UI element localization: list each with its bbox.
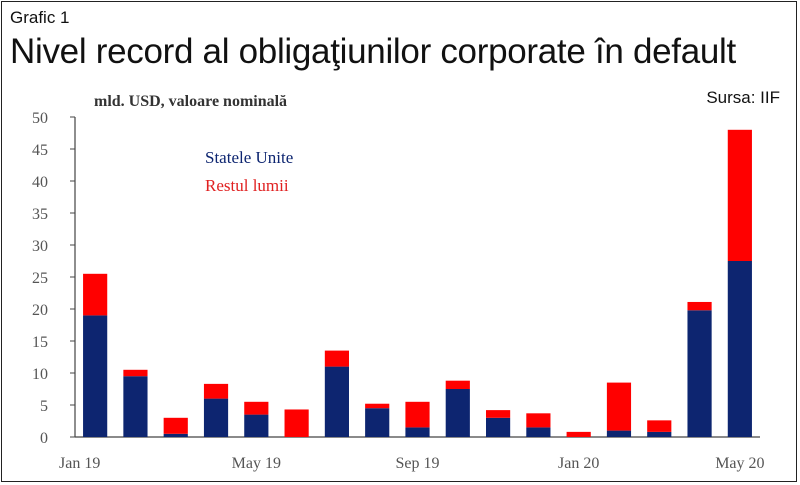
x-tick-labels: Jan 19 May 19 Sep 19 Jan 20 May 20 bbox=[59, 455, 765, 472]
bar-statele-unite-sep-19 bbox=[405, 427, 430, 437]
bar-restul-lumii-sep-19 bbox=[405, 401, 430, 428]
bar-restul-lumii-jul-19 bbox=[324, 350, 349, 367]
bar-statele-unite-oct-19 bbox=[445, 389, 470, 437]
y-tick-label: 45 bbox=[32, 142, 48, 159]
bar-statele-unite-feb-20 bbox=[606, 430, 632, 437]
x-tick-label: Sep 19 bbox=[396, 455, 440, 472]
bar-restul-lumii-oct-19 bbox=[445, 380, 470, 389]
bar-restul-lumii-apr-20 bbox=[687, 301, 712, 311]
bar-restul-lumii-feb-20 bbox=[606, 382, 632, 431]
bar-restul-lumii-nov-19 bbox=[486, 410, 511, 418]
bar-statele-unite-may-20 bbox=[727, 261, 752, 437]
x-tick-label: Jan 20 bbox=[558, 455, 599, 472]
bar-restul-lumii-aug-19 bbox=[365, 403, 390, 409]
bar-restul-lumii-may-20 bbox=[727, 129, 752, 261]
bar-statele-unite-apr-20 bbox=[687, 310, 712, 437]
y-tick-labels: 0 5 10 15 20 25 30 35 40 45 50 bbox=[32, 110, 75, 447]
x-tick-label: Jan 19 bbox=[59, 455, 100, 472]
y-tick-label: 5 bbox=[40, 398, 48, 415]
bar-statele-unite-jan-19 bbox=[83, 315, 108, 437]
bar-statele-unite-mar-19 bbox=[163, 433, 188, 437]
bar-statele-unite-apr-19 bbox=[203, 398, 229, 437]
y-axis-unit-label: mld. USD, valoare nominală bbox=[94, 93, 287, 110]
bar-restul-lumii-jun-19 bbox=[284, 409, 309, 437]
bar-restul-lumii-dec-19 bbox=[526, 413, 551, 428]
y-tick-label: 40 bbox=[32, 174, 48, 191]
bar-restul-lumii-mar-20 bbox=[647, 420, 672, 432]
y-tick-label: 15 bbox=[32, 334, 48, 351]
bar-restul-lumii-jan-19 bbox=[83, 273, 108, 316]
y-tick-label: 0 bbox=[40, 430, 48, 447]
bar-statele-unite-nov-19 bbox=[486, 417, 511, 437]
chart-title: Nivel record al obligaţiunilor corporate… bbox=[10, 32, 736, 71]
y-tick-label: 50 bbox=[32, 110, 48, 127]
source-label: Sursa: IIF bbox=[706, 88, 780, 107]
y-tick-label: 35 bbox=[32, 206, 48, 223]
y-tick-label: 10 bbox=[32, 366, 48, 383]
y-tick-label: 20 bbox=[32, 302, 48, 319]
bar-restul-lumii-feb-19 bbox=[123, 369, 148, 377]
bar-restul-lumii-jan-20 bbox=[566, 431, 591, 437]
axes bbox=[74, 117, 760, 438]
bar-statele-unite-mar-20 bbox=[647, 431, 672, 437]
bar-restul-lumii-apr-19 bbox=[203, 383, 229, 399]
x-tick-label: May 19 bbox=[232, 455, 281, 472]
legend-statele-unite: Statele Unite bbox=[205, 148, 293, 167]
figure-number: Grafic 1 bbox=[10, 8, 70, 27]
legend-restul-lumii: Restul lumii bbox=[205, 176, 289, 195]
bars bbox=[83, 129, 752, 437]
y-tick-label: 25 bbox=[32, 270, 48, 287]
bar-statele-unite-jul-19 bbox=[324, 366, 349, 437]
bar-statele-unite-dec-19 bbox=[526, 427, 551, 437]
bar-restul-lumii-mar-19 bbox=[163, 417, 188, 434]
y-tick-label: 30 bbox=[32, 238, 48, 255]
bar-statele-unite-feb-19 bbox=[123, 376, 148, 437]
bar-statele-unite-aug-19 bbox=[365, 408, 390, 437]
x-tick-label: May 20 bbox=[715, 455, 764, 472]
bar-statele-unite-may-19 bbox=[244, 414, 269, 437]
bar-restul-lumii-may-19 bbox=[244, 401, 269, 415]
